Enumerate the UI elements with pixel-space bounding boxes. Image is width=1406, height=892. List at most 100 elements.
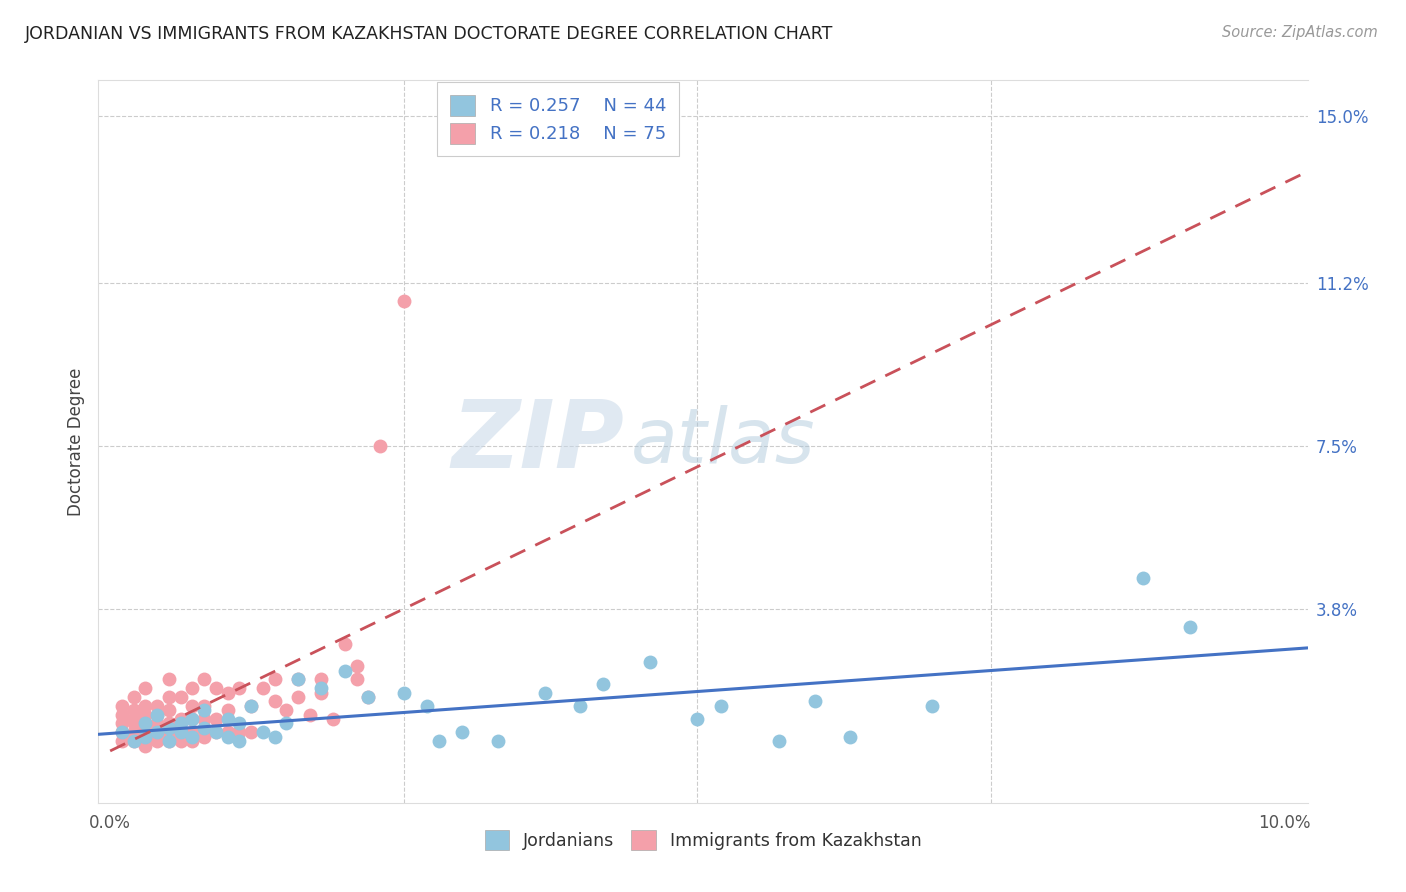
Point <box>276 703 298 717</box>
Point <box>287 690 309 704</box>
Point <box>228 716 250 731</box>
Point <box>240 698 263 713</box>
Point <box>392 293 415 308</box>
Point <box>157 673 180 687</box>
Point <box>204 725 226 739</box>
Point <box>134 730 156 744</box>
Point <box>276 716 298 731</box>
Point <box>217 725 239 739</box>
Point <box>169 734 191 748</box>
Point <box>134 716 156 731</box>
Point <box>111 707 134 722</box>
Text: Source: ZipAtlas.com: Source: ZipAtlas.com <box>1222 25 1378 40</box>
Point <box>333 637 356 651</box>
Point <box>169 712 191 726</box>
Point <box>181 681 204 696</box>
Point <box>181 712 204 726</box>
Point <box>228 681 250 696</box>
Point <box>217 730 239 744</box>
Point <box>311 681 333 696</box>
Point <box>193 673 215 687</box>
Text: JORDANIAN VS IMMIGRANTS FROM KAZAKHSTAN DOCTORATE DEGREE CORRELATION CHART: JORDANIAN VS IMMIGRANTS FROM KAZAKHSTAN … <box>25 25 834 43</box>
Point <box>287 673 309 687</box>
Point <box>157 690 180 704</box>
Point <box>193 730 215 744</box>
Point <box>263 673 285 687</box>
Point <box>193 725 215 739</box>
Point <box>122 716 145 731</box>
Point <box>157 725 180 739</box>
Point <box>252 681 274 696</box>
Point <box>710 698 733 713</box>
Text: ZIP: ZIP <box>451 395 624 488</box>
Point <box>146 707 169 722</box>
Point <box>311 686 333 700</box>
Point <box>134 725 156 739</box>
Point <box>803 694 825 708</box>
Point <box>146 707 169 722</box>
Point <box>111 725 134 739</box>
Point <box>146 716 169 731</box>
Point <box>146 725 169 739</box>
Point <box>263 694 285 708</box>
Point <box>122 730 145 744</box>
Point <box>181 698 204 713</box>
Point <box>146 725 169 739</box>
Point <box>134 721 156 735</box>
Point <box>204 681 226 696</box>
Point <box>193 703 215 717</box>
Point <box>346 659 368 673</box>
Point <box>486 734 509 748</box>
Point <box>146 730 169 744</box>
Point <box>638 655 661 669</box>
Point <box>217 703 239 717</box>
Point <box>451 725 474 739</box>
Point <box>921 698 943 713</box>
Point <box>240 698 263 713</box>
Point <box>217 686 239 700</box>
Point <box>204 712 226 726</box>
Point <box>298 707 321 722</box>
Point <box>169 725 191 739</box>
Point <box>346 673 368 687</box>
Point <box>311 673 333 687</box>
Point <box>322 712 344 726</box>
Point <box>111 716 134 731</box>
Point <box>181 725 204 739</box>
Point <box>169 716 191 731</box>
Point <box>111 698 134 713</box>
Point <box>122 690 145 704</box>
Point <box>838 730 860 744</box>
Point <box>287 673 309 687</box>
Point <box>427 734 450 748</box>
Point <box>193 712 215 726</box>
Point <box>122 725 145 739</box>
Point <box>533 686 555 700</box>
Point <box>134 730 156 744</box>
Point <box>686 712 709 726</box>
Point <box>134 739 156 753</box>
Point <box>157 734 180 748</box>
Point <box>193 721 215 735</box>
Point <box>169 730 191 744</box>
Point <box>157 734 180 748</box>
Point <box>368 439 391 453</box>
Point <box>134 716 156 731</box>
Point <box>122 734 145 748</box>
Point <box>204 725 226 739</box>
Point <box>228 734 250 748</box>
Point <box>357 690 380 704</box>
Point <box>169 725 191 739</box>
Point <box>263 730 285 744</box>
Point <box>111 725 134 739</box>
Point <box>768 734 790 748</box>
Point <box>122 734 145 748</box>
Point <box>1180 619 1202 633</box>
Point <box>333 664 356 678</box>
Point <box>134 681 156 696</box>
Point <box>392 686 415 700</box>
Point <box>122 712 145 726</box>
Point <box>134 707 156 722</box>
Point <box>217 712 239 726</box>
Point <box>252 725 274 739</box>
